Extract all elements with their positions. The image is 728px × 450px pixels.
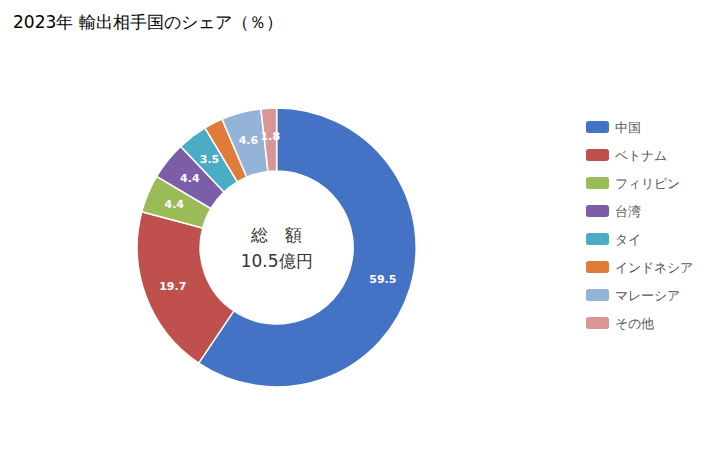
svg-text:19.7: 19.7 [159,280,186,293]
svg-text:2023年 輸出相手国のシェア（％）: 2023年 輸出相手国のシェア（％） [13,12,283,32]
svg-text:59.5: 59.5 [369,273,396,286]
svg-text:4.4: 4.4 [180,172,200,185]
svg-text:インドネシア: インドネシア [615,260,693,275]
svg-text:総 額: 総 額 [250,225,302,245]
svg-text:その他: その他 [615,316,654,331]
svg-text:マレーシア: マレーシア [615,288,680,303]
svg-text:3.5: 3.5 [200,153,220,166]
svg-text:1.8: 1.8 [261,130,281,143]
svg-text:タイ: タイ [615,232,641,247]
svg-text:台湾: 台湾 [615,204,641,219]
svg-text:4.6: 4.6 [239,134,259,147]
svg-text:10.5億円: 10.5億円 [241,251,313,271]
svg-text:ベトナム: ベトナム [615,148,667,163]
svg-text:中国: 中国 [615,120,641,135]
svg-text:フィリピン: フィリピン [615,176,680,191]
svg-text:4.4: 4.4 [165,198,185,211]
